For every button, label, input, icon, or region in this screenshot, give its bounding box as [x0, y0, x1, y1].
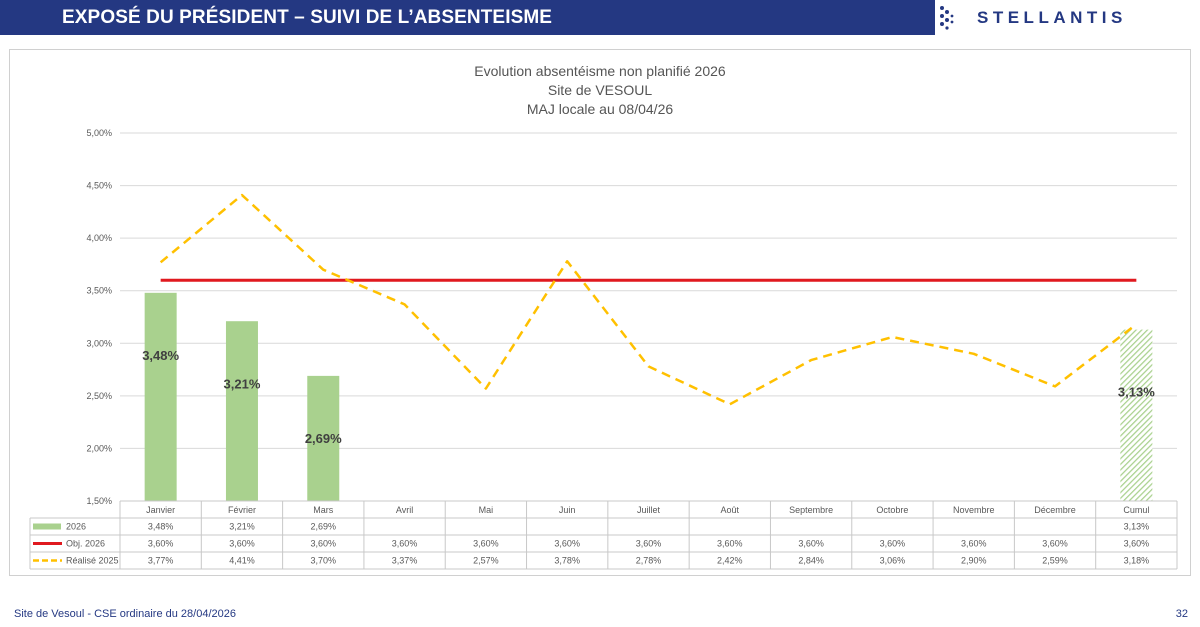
- page-number: 32: [1175, 608, 1188, 620]
- table-cell: 3,06%: [880, 556, 906, 566]
- bar-data-label: 3,21%: [224, 376, 261, 391]
- legend-series-name: 2026: [66, 522, 86, 532]
- table-cell: 3,60%: [392, 539, 418, 549]
- gridlines: [120, 132, 1177, 502]
- table-cell: 3,60%: [798, 539, 824, 549]
- bar-cumul: [1120, 329, 1153, 501]
- chart-title-line-3: MAJ locale au 08/04/26: [526, 101, 674, 117]
- table-header-cell: Avril: [396, 505, 413, 515]
- table-cell: 2,57%: [473, 556, 499, 566]
- bar-mars: [307, 375, 340, 501]
- table-header-cell: Octobre: [876, 505, 908, 515]
- table-cell: 2,90%: [961, 556, 987, 566]
- table-cell: 3,60%: [717, 539, 743, 549]
- table-cell: 3,77%: [148, 556, 174, 566]
- table-cell: 3,18%: [1124, 556, 1150, 566]
- table-cell: 3,70%: [311, 556, 337, 566]
- bar-data-label: 3,13%: [1118, 385, 1155, 400]
- table-cell: 3,60%: [229, 539, 255, 549]
- chart-title-line-2: Site de VESOUL: [547, 82, 653, 98]
- table-header-cell: Septembre: [789, 505, 833, 515]
- table-header-cell: Janvier: [146, 505, 175, 515]
- table-header-cell: Février: [228, 505, 256, 515]
- chart-frame: [9, 49, 1191, 576]
- legend-series-name: Obj. 2026: [66, 539, 105, 549]
- footer-caption: Site de Vesoul - CSE ordinaire du 28/04/…: [14, 608, 236, 620]
- stellantis-logo-icon: [940, 6, 954, 30]
- y-tick-label: 2,00%: [86, 443, 112, 453]
- table-cell: 3,60%: [1124, 539, 1150, 549]
- table-cell: 2,42%: [717, 556, 743, 566]
- bar-data-label: 3,48%: [142, 348, 179, 363]
- table-cell: 3,60%: [636, 539, 662, 549]
- y-tick-label: 4,00%: [86, 233, 112, 243]
- bar-data-label: 2,69%: [305, 431, 342, 446]
- table-cell: 2,84%: [798, 556, 824, 566]
- table-header-cell: Juin: [559, 505, 576, 515]
- y-tick-label: 3,00%: [86, 338, 112, 348]
- table-cell: 2,59%: [1042, 556, 1068, 566]
- y-tick-label: 2,50%: [86, 391, 112, 401]
- stellantis-logo-text: STELLANTIS: [977, 8, 1127, 27]
- table-header-cell: Cumul: [1123, 505, 1149, 515]
- bar-janvier: [144, 292, 177, 501]
- table-cell: 3,60%: [311, 539, 337, 549]
- table-cell: 3,60%: [961, 539, 987, 549]
- table-header-cell: Décembre: [1034, 505, 1076, 515]
- bar-data-labels: 3,48% 3,21% 2,69% 3,13%: [142, 348, 1155, 446]
- header-bar: [0, 0, 935, 35]
- y-tick-label: 4,50%: [86, 181, 112, 191]
- table-cell: 3,60%: [473, 539, 499, 549]
- table-cell: 3,60%: [1042, 539, 1068, 549]
- table-cell: 3,13%: [1124, 522, 1150, 532]
- table-header-cell: Mars: [313, 505, 333, 515]
- table-cell: 4,41%: [229, 556, 255, 566]
- bar-series: [144, 292, 1153, 501]
- table-cell: 3,60%: [554, 539, 580, 549]
- chart-title-line-1: Evolution absentéisme non planifié 2026: [474, 63, 726, 79]
- y-axis-ticks: 1,50% 2,00% 2,50% 3,00% 3,50% 4,00% 4,50% 5,00%: [86, 128, 112, 506]
- table-cell: 3,37%: [392, 556, 418, 566]
- table-cell: 2,69%: [311, 522, 337, 532]
- table-cell: 3,21%: [229, 522, 255, 532]
- table-cell: 3,48%: [148, 522, 174, 532]
- bar-février: [225, 321, 258, 501]
- legend-series-name: Réalisé 2025: [66, 556, 119, 566]
- y-tick-label: 3,50%: [86, 286, 112, 296]
- table-header-cell: Mai: [479, 505, 494, 515]
- table-cell: 2,78%: [636, 556, 662, 566]
- y-tick-label: 5,00%: [86, 128, 112, 138]
- table-header-cell: Juillet: [637, 505, 661, 515]
- line-series: [159, 193, 1138, 406]
- slide-title: EXPOSÉ DU PRÉSIDENT – SUIVI DE L’ABSENTE…: [62, 7, 553, 28]
- data-table: Janvier Février Mars Avril Mai Juin Juillet Aoû…: [29, 500, 1178, 570]
- table-cell: 3,60%: [148, 539, 174, 549]
- table-header-cell: Novembre: [953, 505, 995, 515]
- table-header-cell: Août: [721, 505, 740, 515]
- legend-key-bar: [33, 523, 61, 530]
- table-cell: 3,78%: [554, 556, 580, 566]
- y-tick-label: 1,50%: [86, 496, 112, 506]
- table-cell: 3,60%: [880, 539, 906, 549]
- series-line-r-alis-2025: [159, 193, 1138, 406]
